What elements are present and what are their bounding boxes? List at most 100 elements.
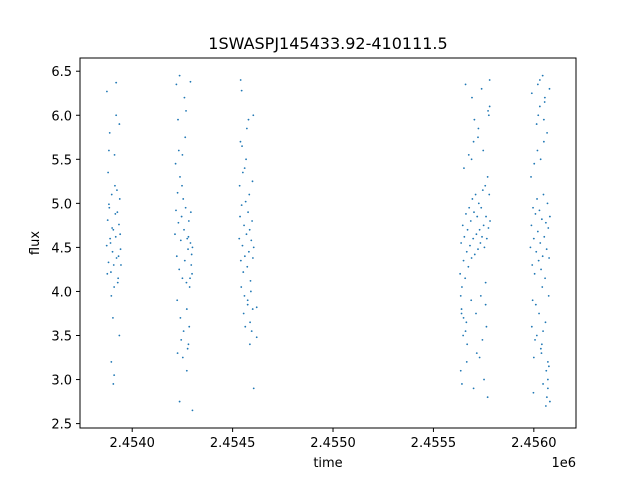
- data-point: [460, 242, 463, 244]
- data-point: [471, 198, 474, 200]
- data-point: [531, 299, 534, 302]
- data-point: [472, 140, 475, 143]
- data-point: [464, 83, 467, 86]
- data-point: [107, 171, 110, 174]
- data-point: [240, 286, 243, 288]
- data-point: [251, 308, 254, 310]
- data-point: [108, 203, 110, 206]
- data-point: [546, 202, 549, 205]
- data-point: [482, 149, 485, 152]
- data-point: [111, 227, 114, 229]
- data-point: [239, 79, 242, 81]
- data-point: [475, 312, 477, 315]
- data-point: [189, 277, 191, 280]
- data-point: [534, 213, 537, 215]
- data-point: [538, 79, 541, 81]
- data-point: [467, 265, 470, 268]
- data-point: [106, 272, 109, 275]
- data-point: [535, 123, 538, 125]
- data-point: [465, 321, 468, 324]
- y-tick-label: 5.0: [51, 197, 72, 212]
- data-point: [459, 272, 462, 275]
- data-point: [191, 409, 194, 412]
- data-point: [475, 352, 478, 355]
- data-point: [255, 336, 258, 339]
- data-point: [485, 237, 488, 240]
- data-point: [463, 167, 465, 170]
- data-point: [174, 233, 176, 236]
- data-point: [535, 250, 538, 253]
- data-point: [479, 294, 482, 297]
- data-point: [540, 352, 543, 355]
- data-point: [548, 215, 551, 218]
- data-point: [240, 204, 243, 207]
- data-point: [116, 211, 119, 214]
- data-point: [252, 246, 255, 249]
- data-point: [487, 227, 490, 229]
- x-tick-label: 2.4560: [511, 436, 557, 451]
- data-point: [243, 167, 246, 170]
- data-point: [238, 184, 241, 187]
- data-point: [239, 215, 241, 218]
- data-point: [460, 312, 463, 315]
- data-point: [530, 325, 533, 328]
- data-point: [541, 255, 544, 258]
- data-point: [541, 286, 544, 288]
- data-point: [488, 79, 491, 81]
- data-point: [118, 334, 121, 337]
- data-point: [117, 255, 120, 258]
- data-point: [546, 378, 549, 381]
- data-point: [179, 316, 182, 319]
- data-point: [112, 316, 114, 319]
- data-point: [536, 230, 539, 233]
- data-point: [467, 154, 470, 156]
- data-point: [119, 248, 122, 251]
- data-point: [531, 264, 534, 266]
- data-point: [538, 105, 541, 108]
- data-point: [244, 200, 247, 203]
- data-point: [112, 228, 115, 231]
- data-point: [176, 299, 179, 302]
- data-point: [113, 286, 116, 288]
- data-point: [190, 264, 193, 266]
- data-point: [191, 246, 194, 249]
- data-point: [539, 242, 542, 244]
- x-axis-offset-label: 1e6: [551, 456, 576, 471]
- data-point: [530, 176, 532, 178]
- data-point: [464, 277, 467, 280]
- data-point: [489, 220, 491, 222]
- data-point: [189, 80, 192, 83]
- data-point: [251, 220, 253, 222]
- data-point: [243, 224, 245, 227]
- y-tick-label: 5.5: [51, 153, 72, 168]
- data-point: [175, 83, 178, 86]
- data-point: [249, 279, 252, 282]
- data-point: [112, 383, 115, 385]
- data-point: [252, 387, 255, 390]
- data-point: [245, 127, 248, 130]
- data-point: [480, 87, 483, 90]
- data-point: [181, 356, 184, 359]
- data-point: [533, 162, 536, 165]
- data-point: [179, 176, 181, 178]
- data-point: [190, 253, 193, 256]
- data-point: [116, 281, 119, 284]
- data-point: [541, 74, 544, 77]
- data-point: [116, 189, 118, 192]
- data-point: [186, 237, 189, 240]
- data-point: [189, 242, 192, 244]
- data-point: [542, 330, 544, 332]
- data-point: [110, 271, 112, 273]
- data-point: [246, 299, 249, 302]
- data-point: [109, 242, 112, 244]
- data-point: [466, 228, 469, 231]
- data-point: [115, 257, 118, 259]
- data-point: [543, 235, 546, 238]
- data-point: [532, 237, 535, 240]
- data-point: [487, 114, 490, 117]
- data-point: [247, 211, 249, 214]
- data-point: [537, 114, 540, 117]
- data-point: [189, 211, 192, 214]
- data-point: [538, 209, 541, 212]
